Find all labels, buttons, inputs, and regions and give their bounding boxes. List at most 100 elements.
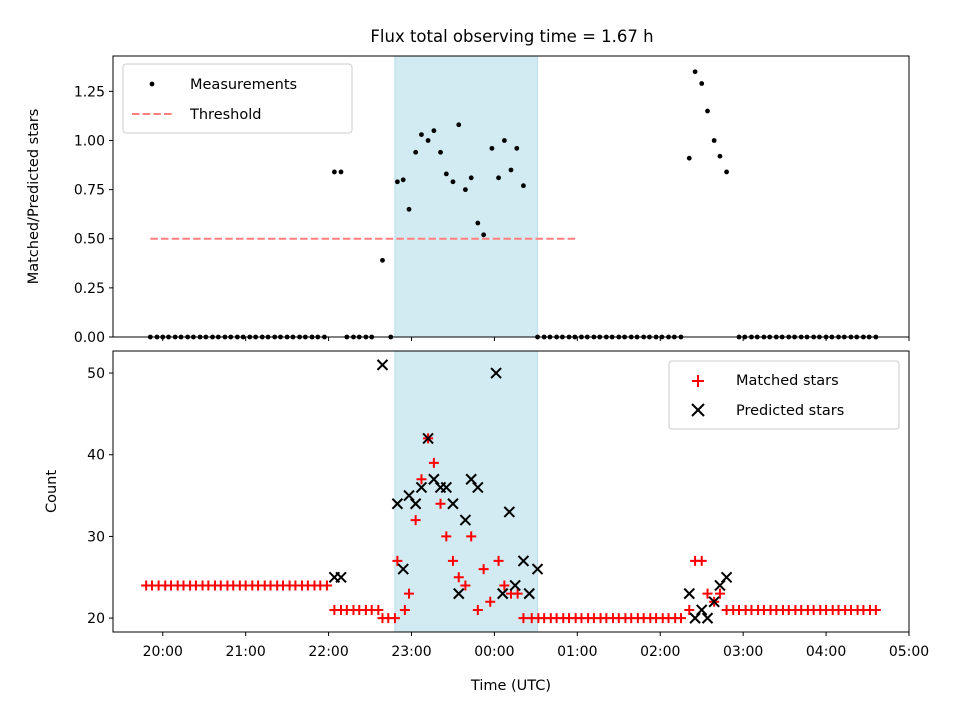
matched-star-marker [441,531,452,542]
x-tick-label: 22:00 [308,644,348,660]
measurement-point [331,169,337,175]
ratio-panel: 0.00 0.25 0.50 0.75 1.00 1.25 Matched/Predict… [26,55,910,346]
count-legend: Matched stars Predicted stars [668,360,900,430]
observing-window-band [394,55,539,338]
predicted-star-marker [720,571,733,583]
matched-star-marker [399,604,410,615]
measurement-point [443,171,449,177]
y-tick-label: 0.50 [74,232,105,248]
legend-matched-label: Matched stars [736,373,839,389]
predicted-star-marker [447,498,459,510]
matched-star-marker [373,604,384,615]
matched-star-marker [404,588,415,599]
y-tick-label: 50 [87,366,105,382]
matched-star-marker [472,604,483,615]
matched-star-marker [428,457,439,468]
measurement-point [380,257,385,263]
chart-title: Flux total observing time = 1.67 h [370,27,653,46]
matched-star-marker [460,580,471,591]
matched-star-marker [696,555,707,566]
predicted-star-marker [415,481,428,494]
legend-matched-marker [692,375,704,387]
y-tick-label: 40 [87,448,105,464]
measurement-point [724,169,729,175]
predicted-star-marker [403,489,415,502]
matched-star-marker [392,555,403,566]
predicted-star-marker [696,604,708,616]
legend-predicted-marker [691,403,705,417]
measurement-point [456,122,462,128]
predicted-star-marker [497,587,509,600]
x-tick-label: 02:00 [640,644,680,660]
predicted-star-marker [503,506,516,518]
legend-predicted-label: Predicted stars [736,403,844,419]
measurement-point [450,179,456,185]
measurement-point [462,187,468,193]
matched-star-marker [870,604,881,615]
predicted-star-marker [701,612,714,624]
ratio-y-axis-label: Matched/Predicted stars [26,109,42,285]
count-y-axis-ticks: 20 30 40 50 [87,366,113,627]
predicted-star-marker [689,612,701,624]
measurement-point [400,177,406,183]
y-tick-label: 1.00 [74,133,105,149]
y-tick-label: 30 [87,529,105,545]
matched-star-marker [435,498,446,509]
matched-star-marker [466,531,477,542]
predicted-star-marker [517,555,530,567]
predicted-star-marker [459,514,472,526]
x-tick-label: 20:00 [143,644,183,660]
matched-star-marker [453,572,464,583]
matched-star-marker [714,588,725,599]
measurement-point [438,149,443,155]
count-panel: 20 30 40 50 20:00 21:00 22:00 23:00 00:00 01:00 0… [44,350,929,694]
predicted-star-marker [708,596,720,608]
measurement-point [705,108,710,114]
predicted-star-marker [523,587,535,600]
measurement-point [711,138,717,143]
predicted-star-marker [531,563,544,575]
ratio-legend: Measurements Threshold [122,63,353,134]
ratio-y-axis-ticks: 0.00 0.25 0.50 0.75 1.00 1.25 [74,84,113,346]
measurement-point [431,128,437,134]
matched-star-marker [410,515,421,526]
y-tick-label: 0.25 [74,281,105,297]
predicted-star-marker [428,473,440,485]
predicted-star-marker [509,579,521,592]
measurement-point [501,138,507,143]
measurement-point [521,183,526,189]
predicted-star-marker [714,579,726,592]
legend-threshold-label: Threshold [189,107,261,123]
ratio-panel-frame [112,55,910,338]
matched-star-marker [447,555,458,566]
x-axis-label: Time (UTC) [470,678,551,694]
measurement-point [419,132,424,138]
measurement-point [692,69,698,75]
measurement-point [406,206,412,212]
matched-star-marker [416,474,427,485]
measurement-point [475,220,481,226]
matched-star-marker [321,580,332,591]
predicted-star-marker [376,359,389,371]
legend-measurements-marker [149,81,155,87]
observing-window-shade-top [394,55,539,338]
matched-star-marker [684,604,695,615]
predicted-star-marker [391,498,404,510]
predicted-star-marker [397,563,409,575]
x-tick-label: 23:00 [391,644,431,660]
ratio-x-axis-ticks [162,337,910,341]
y-tick-label: 20 [87,611,105,627]
y-tick-label: 0.00 [74,330,105,346]
predicted-stars-markers [328,359,733,624]
matched-star-marker [389,613,400,624]
predicted-star-marker [490,367,502,379]
y-tick-label: 1.25 [74,84,105,100]
matched-star-marker [493,555,504,566]
measurement-point [686,155,692,161]
count-panel-frame [112,350,910,633]
matched-star-marker [512,588,523,599]
matched-star-marker [478,564,489,575]
count-y-axis-label: Count [44,470,60,513]
matched-star-marker [499,580,510,591]
